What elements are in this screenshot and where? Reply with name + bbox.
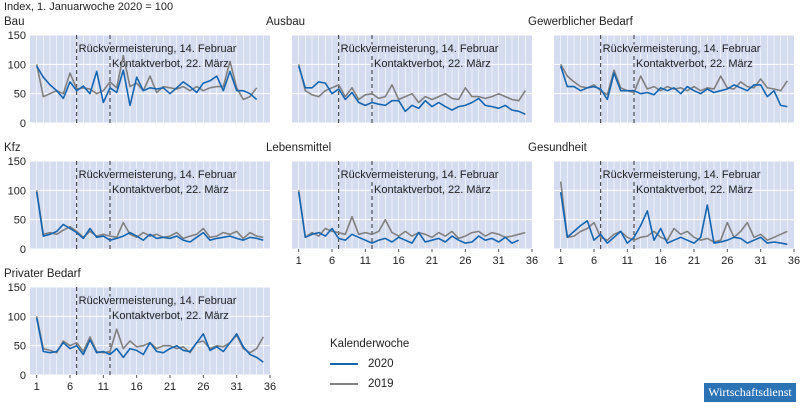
- x-tick-label-36-lebensmittel: 36: [526, 255, 538, 267]
- x-tick-label-6-gesundheit: 6: [591, 255, 597, 267]
- series-line-2020-gesundheit: [559, 191, 788, 246]
- series-line-2019-ausbau: [297, 64, 526, 104]
- panel-title-gesundheit: Gesundheit: [528, 142, 588, 154]
- x-tick-label-31-gesundheit: 31: [755, 255, 767, 267]
- y-tick-label-0-privater-bedarf: 0: [20, 370, 26, 382]
- annotation-2-privater-bedarf: Kontaktverbot, 22. März: [112, 310, 229, 322]
- x-tick-label-26-gesundheit: 26: [721, 255, 733, 267]
- series-line-2020-gewerblicher-bedarf: [559, 65, 788, 108]
- panel-title-kfz: Kfz: [4, 142, 21, 154]
- x-tick-label-21-privater-bedarf: 21: [164, 381, 176, 393]
- annotation-2-bau: Kontaktverbot, 22. März: [112, 58, 229, 70]
- annotation-2-ausbau: Kontaktverbot, 22. März: [374, 58, 491, 70]
- panel-title-bau: Bau: [4, 16, 24, 28]
- x-tick-label-26-privater-bedarf: 26: [197, 381, 209, 393]
- publisher-badge: Wirtschaftsdienst: [704, 383, 796, 402]
- legend-title: Kalenderwoche: [330, 338, 410, 350]
- legend-swatch-2020: [330, 363, 358, 365]
- annotation-1-gesundheit: Rückvermeisterung, 14. Februar: [603, 169, 761, 181]
- annotation-1-lebensmittel: Rückvermeisterung, 14. Februar: [341, 169, 499, 181]
- y-tick-label-150-bau: 150: [8, 30, 26, 42]
- index-label: Index, 1. Januarwoche 2020 = 100: [4, 1, 173, 13]
- annotation-1-privater-bedarf: Rückvermeisterung, 14. Februar: [79, 295, 237, 307]
- x-tick-label-11-gesundheit: 11: [622, 255, 633, 267]
- x-tick-label-1-gesundheit: 1: [558, 255, 564, 267]
- series-line-2019-gesundheit: [559, 181, 788, 243]
- y-tick-label-100-privater-bedarf: 100: [8, 311, 26, 323]
- annotation-1-ausbau: Rückvermeisterung, 14. Februar: [341, 43, 499, 55]
- y-tick-label-100-bau: 100: [8, 59, 26, 71]
- panel-title-lebensmittel: Lebensmittel: [266, 142, 331, 154]
- x-tick-label-11-lebensmittel: 11: [360, 255, 371, 267]
- series-line-2019-kfz: [35, 190, 264, 240]
- annotation-1-bau: Rückvermeisterung, 14. Februar: [79, 43, 237, 55]
- legend-label-2019: 2019: [368, 378, 394, 390]
- legend-swatch-2019: [330, 383, 358, 385]
- x-tick-label-21-lebensmittel: 21: [426, 255, 438, 267]
- legend-label-2020: 2020: [368, 358, 394, 370]
- x-tick-label-16-privater-bedarf: 16: [131, 381, 143, 393]
- legend-item-2020: 2020: [330, 354, 409, 374]
- annotation-2-kfz: Kontaktverbot, 22. März: [112, 184, 229, 196]
- x-tick-label-11-privater-bedarf: 11: [98, 381, 109, 393]
- y-tick-label-150-privater-bedarf: 150: [8, 282, 26, 294]
- x-tick-label-16-lebensmittel: 16: [393, 255, 405, 267]
- series-line-2020-ausbau: [297, 65, 526, 115]
- annotation-2-gewerblicher-bedarf: Kontaktverbot, 22. März: [636, 58, 753, 70]
- y-tick-label-50-bau: 50: [14, 89, 26, 101]
- panel-title-ausbau: Ausbau: [266, 16, 305, 28]
- series-line-2020-lebensmittel: [297, 191, 520, 244]
- panel-title-gewerblicher-bedarf: Gewerblicher Bedarf: [528, 16, 634, 28]
- series-line-2019-lebensmittel: [297, 190, 526, 240]
- x-tick-label-36-gesundheit: 36: [788, 255, 800, 267]
- series-line-2019-bau: [35, 54, 258, 101]
- annotation-1-kfz: Rückvermeisterung, 14. Februar: [79, 169, 237, 181]
- y-tick-label-50-privater-bedarf: 50: [14, 341, 26, 353]
- x-tick-label-31-privater-bedarf: 31: [231, 381, 243, 393]
- y-tick-label-150-kfz: 150: [8, 156, 26, 168]
- x-tick-label-31-lebensmittel: 31: [493, 255, 505, 267]
- annotation-2-gesundheit: Kontaktverbot, 22. März: [636, 184, 753, 196]
- series-line-2020-bau: [36, 65, 258, 107]
- x-tick-label-26-lebensmittel: 26: [459, 255, 471, 267]
- legend-item-2019: 2019: [330, 374, 409, 394]
- x-tick-label-36-privater-bedarf: 36: [264, 381, 276, 393]
- legend: Kalenderwoche 2020 2019: [330, 338, 409, 394]
- y-tick-label-0-kfz: 0: [20, 244, 26, 256]
- y-tick-label-0-bau: 0: [20, 118, 26, 130]
- x-tick-label-6-lebensmittel: 6: [329, 255, 335, 267]
- series-line-2020-kfz: [35, 191, 264, 243]
- annotation-2-lebensmittel: Kontaktverbot, 22. März: [374, 184, 491, 196]
- x-tick-label-6-privater-bedarf: 6: [67, 381, 73, 393]
- y-tick-label-50-kfz: 50: [14, 215, 26, 227]
- y-tick-label-100-kfz: 100: [8, 185, 26, 197]
- annotation-1-gewerblicher-bedarf: Rückvermeisterung, 14. Februar: [603, 43, 761, 55]
- x-tick-label-1-lebensmittel: 1: [296, 255, 302, 267]
- series-line-2020-privater-bedarf: [35, 317, 264, 363]
- panel-title-privater-bedarf: Privater Bedarf: [4, 268, 82, 280]
- x-tick-label-21-gesundheit: 21: [688, 255, 700, 267]
- x-tick-label-16-gesundheit: 16: [655, 255, 667, 267]
- x-tick-label-1-privater-bedarf: 1: [34, 381, 40, 393]
